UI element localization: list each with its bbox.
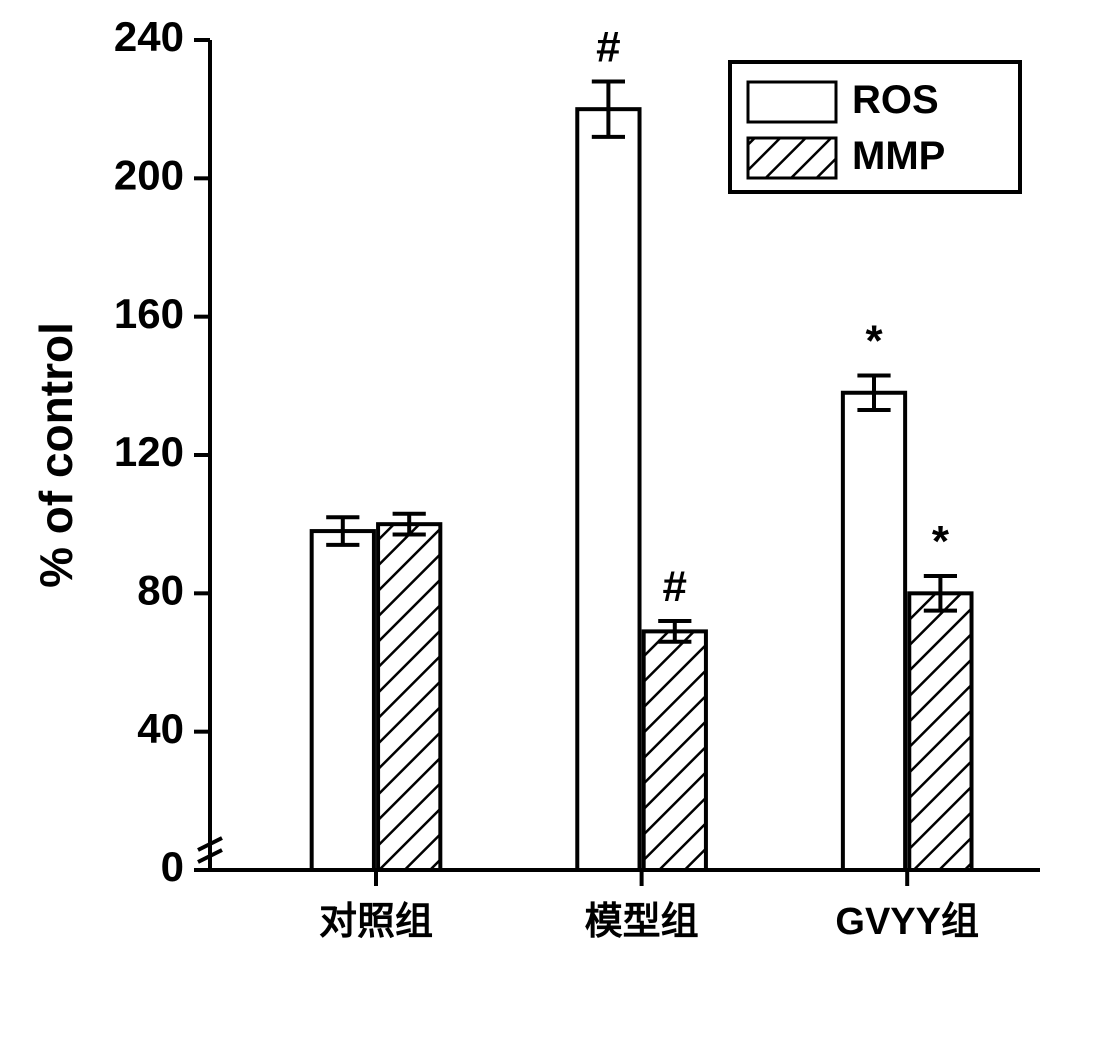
bar-annotation: # xyxy=(596,23,620,72)
y-tick-label: 0 xyxy=(161,843,184,890)
bar xyxy=(577,109,639,870)
y-tick-label: 160 xyxy=(114,290,184,337)
bar-chart: 0 40 80 120 160 200 240 % of control 对照组 模型组 GVYY组… xyxy=(0,0,1103,1041)
bar-annotation: * xyxy=(865,316,883,365)
y-tick-label: 120 xyxy=(114,428,184,475)
y-tick-label: 200 xyxy=(114,151,184,198)
x-category-label: GVYY组 xyxy=(835,901,979,943)
x-category-label: 对照组 xyxy=(319,901,433,943)
y-tick-label: 240 xyxy=(114,13,184,60)
legend-label: MMP xyxy=(852,134,945,178)
y-axis-label: % of control xyxy=(30,322,82,588)
x-category-label: 模型组 xyxy=(585,901,699,943)
legend-label: ROS xyxy=(852,78,939,122)
bar xyxy=(312,531,374,870)
y-tick-label: 40 xyxy=(137,705,184,752)
bar-annotation: * xyxy=(932,517,950,566)
bar-annotation: # xyxy=(663,562,687,611)
y-tick-label: 80 xyxy=(137,566,184,613)
bar xyxy=(843,393,905,870)
